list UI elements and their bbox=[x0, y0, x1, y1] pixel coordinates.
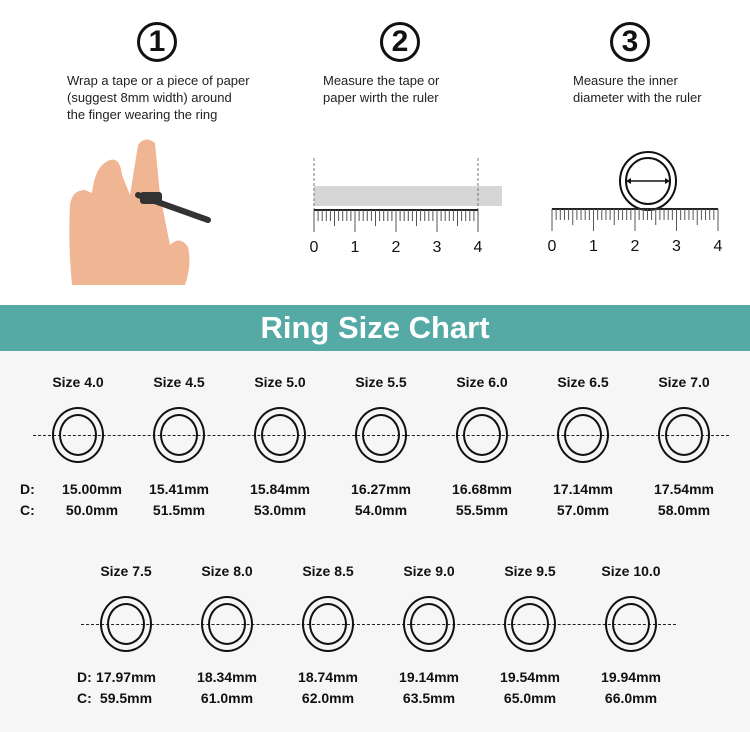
ring-inner-icon bbox=[410, 603, 448, 645]
ring-inner-icon bbox=[362, 414, 400, 456]
ruler-label: 2 bbox=[392, 239, 401, 256]
circumference-value: 50.0mm bbox=[65, 502, 119, 518]
size-label: Size 5.0 bbox=[254, 374, 306, 390]
diameter-value: 19.94mm bbox=[601, 669, 661, 685]
step-text-line: Measure the inner bbox=[573, 73, 678, 88]
circumference-value: 63.5mm bbox=[402, 690, 456, 706]
circumference-prefix: C: bbox=[77, 690, 92, 706]
diameter-value: 18.34mm bbox=[197, 669, 257, 685]
circumference-value: 66.0mm bbox=[604, 690, 658, 706]
ruler-label: 1 bbox=[589, 238, 598, 255]
ring-outline-icon bbox=[302, 596, 354, 652]
ruler-label: 4 bbox=[474, 239, 483, 256]
diameter-value: 19.54mm bbox=[500, 669, 560, 685]
circumference-value: 57.0mm bbox=[556, 502, 610, 518]
ring-inner-icon bbox=[511, 603, 549, 645]
ring-outline-icon bbox=[557, 407, 609, 463]
diameter-value: 16.27mm bbox=[351, 481, 411, 497]
ring-outline-icon bbox=[52, 407, 104, 463]
size-label: Size 10.0 bbox=[601, 563, 661, 579]
circumference-value: 62.0mm bbox=[301, 690, 355, 706]
step-text-line: Measure the tape or bbox=[323, 73, 440, 88]
ruler-label: 1 bbox=[351, 239, 360, 256]
ring-inner-icon bbox=[107, 603, 145, 645]
size-label: Size 7.5 bbox=[100, 563, 152, 579]
ring-outline-icon bbox=[153, 407, 205, 463]
size-label: Size 4.0 bbox=[52, 374, 104, 390]
ring-inner-icon bbox=[208, 603, 246, 645]
step-text-line: paper wirth the ruler bbox=[323, 90, 439, 105]
size-label: Size 8.5 bbox=[302, 563, 354, 579]
ring-inner-icon bbox=[665, 414, 703, 456]
inner-diameter-ruler-illustration: 0 1 2 3 4 bbox=[548, 151, 723, 255]
ruler-label: 0 bbox=[548, 238, 557, 255]
diameter-prefix: D: bbox=[20, 481, 35, 497]
step-text-line: the finger wearing the ring bbox=[67, 107, 218, 122]
ring-outline-icon bbox=[254, 407, 306, 463]
size-label: Size 7.0 bbox=[658, 374, 710, 390]
ring-outline-icon bbox=[456, 407, 508, 463]
circumference-value: 51.5mm bbox=[152, 502, 206, 518]
circumference-value: 59.5mm bbox=[99, 690, 153, 706]
diameter-value: 17.54mm bbox=[654, 481, 714, 497]
diameter-value: 15.84mm bbox=[250, 481, 310, 497]
ring-inner-icon bbox=[463, 414, 501, 456]
diameter-value: 15.00mm bbox=[62, 481, 122, 497]
ring-outline-icon bbox=[403, 596, 455, 652]
step-number-1: 1 bbox=[137, 22, 177, 62]
ring-inner-icon bbox=[612, 603, 650, 645]
diameter-prefix: D: bbox=[77, 669, 92, 685]
ring-outline-icon bbox=[504, 596, 556, 652]
circumference-value: 58.0mm bbox=[657, 502, 711, 518]
ruler-label: 2 bbox=[631, 238, 640, 255]
ring-outline-icon bbox=[355, 407, 407, 463]
step-number-3: 3 bbox=[610, 22, 650, 62]
step-description: Measure the tape or paper wirth the ruler bbox=[323, 72, 439, 106]
hand-with-ring-sizer-illustration bbox=[69, 139, 211, 285]
ruler-label: 0 bbox=[310, 239, 319, 256]
size-label: Size 5.5 bbox=[355, 374, 407, 390]
step-description: Measure the inner diameter with the ruler bbox=[573, 72, 702, 106]
ring-outline-icon bbox=[658, 407, 710, 463]
tape-ruler-illustration: 0 1 2 3 4 bbox=[310, 158, 502, 256]
ring-outline-icon bbox=[201, 596, 253, 652]
circumference-value: 54.0mm bbox=[354, 502, 408, 518]
circumference-prefix: C: bbox=[20, 502, 35, 518]
diameter-value: 15.41mm bbox=[149, 481, 209, 497]
size-label: Size 6.0 bbox=[456, 374, 508, 390]
diameter-value: 19.14mm bbox=[399, 669, 459, 685]
circumference-value: 65.0mm bbox=[503, 690, 557, 706]
diameter-value: 16.68mm bbox=[452, 481, 512, 497]
ruler-label: 4 bbox=[714, 238, 723, 255]
step-text-line: Wrap a tape or a piece of paper bbox=[67, 73, 250, 88]
chart-title: Ring Size Chart bbox=[0, 305, 750, 351]
diameter-value: 18.74mm bbox=[298, 669, 358, 685]
ring-outline-icon bbox=[605, 596, 657, 652]
circumference-value: 55.5mm bbox=[455, 502, 509, 518]
diameter-value: 17.97mm bbox=[96, 669, 156, 685]
ring-inner-icon bbox=[564, 414, 602, 456]
ring-inner-icon bbox=[160, 414, 198, 456]
ring-inner-icon bbox=[309, 603, 347, 645]
ring-outline-icon bbox=[100, 596, 152, 652]
size-label: Size 9.5 bbox=[504, 563, 556, 579]
step-number-2: 2 bbox=[380, 22, 420, 62]
size-label: Size 9.0 bbox=[403, 563, 455, 579]
size-label: Size 8.0 bbox=[201, 563, 253, 579]
ruler-label: 3 bbox=[433, 239, 442, 256]
paper-tape bbox=[314, 186, 502, 206]
step-description: Wrap a tape or a piece of paper (suggest … bbox=[67, 72, 250, 123]
size-label: Size 4.5 bbox=[153, 374, 205, 390]
step-text-line: (suggest 8mm width) around bbox=[67, 90, 232, 105]
circumference-value: 61.0mm bbox=[200, 690, 254, 706]
ring-inner-icon bbox=[59, 414, 97, 456]
size-label: Size 6.5 bbox=[557, 374, 609, 390]
step-text-line: diameter with the ruler bbox=[573, 90, 702, 105]
circumference-value: 53.0mm bbox=[253, 502, 307, 518]
ring-inner-icon bbox=[261, 414, 299, 456]
diameter-value: 17.14mm bbox=[553, 481, 613, 497]
dashed-guide-line bbox=[81, 624, 676, 625]
ruler-label: 3 bbox=[672, 238, 681, 255]
